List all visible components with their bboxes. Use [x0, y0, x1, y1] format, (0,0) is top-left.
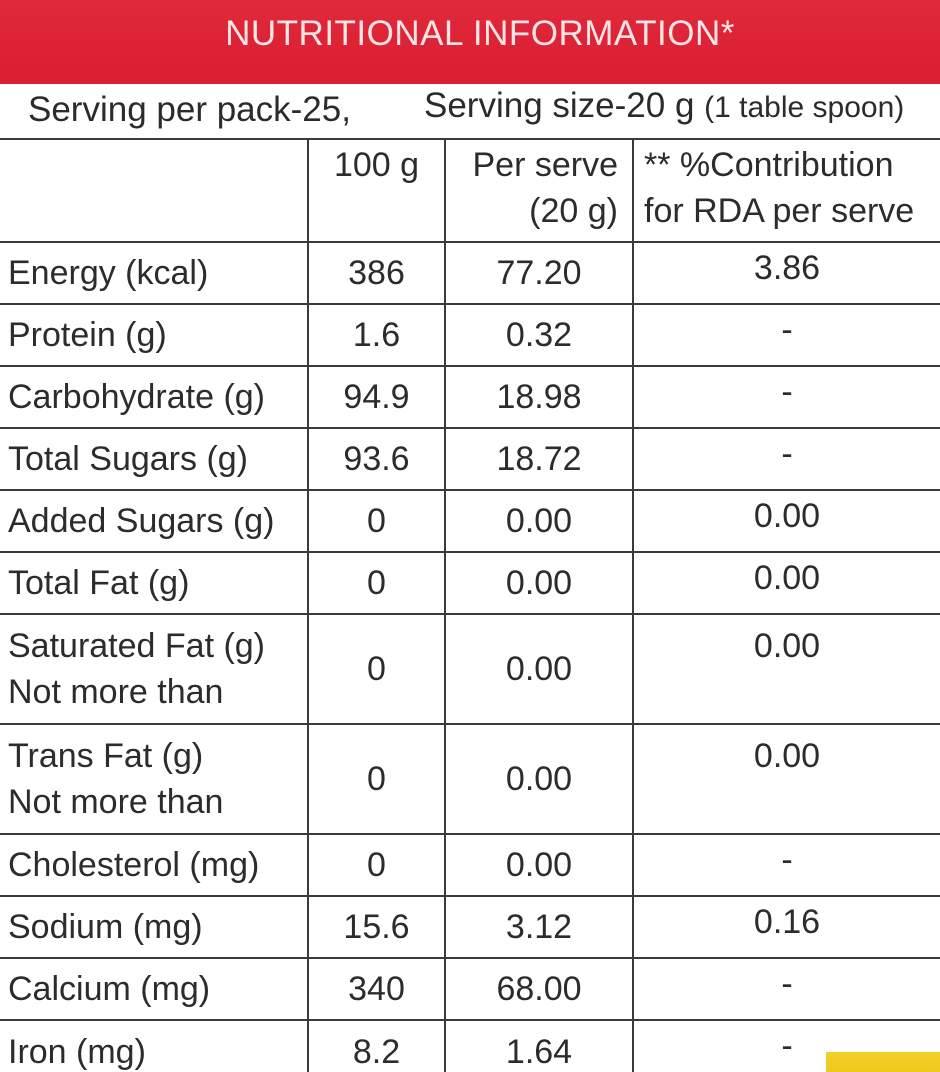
value-per-100g: 340	[308, 957, 446, 1020]
nutrient-name: Protein (g)	[0, 303, 309, 366]
table-row: Saturated Fat (g) Not more than 0 0.00 0.00	[0, 613, 940, 724]
nutrient-name-text: Protein (g)	[8, 316, 167, 354]
nutrient-name-text: Cholesterol (mg)	[8, 846, 260, 884]
table-row: Total Fat (g) 0 0.00 0.00	[0, 551, 940, 614]
value-per-100g: 0	[308, 489, 446, 552]
nutrient-name-text: Saturated Fat (g)	[8, 627, 266, 665]
value-per-100g: 8.2	[308, 1019, 446, 1072]
table-row: Calcium (mg) 340 68.00-	[0, 957, 940, 1020]
value-rda: 0.00	[633, 489, 940, 552]
header-per-serve: Per serve (20 g)	[445, 138, 634, 242]
value-rda: -	[633, 303, 940, 366]
panel-title: NUTRITIONAL INFORMATION*	[225, 14, 735, 53]
header-nutrient-col	[0, 138, 309, 242]
nutrient-name: Sodium (mg)	[0, 895, 309, 958]
nutrient-name: Carbohydrate (g)	[0, 365, 309, 428]
value-rda: -	[633, 427, 940, 490]
serving-size-value: Serving size-20 g	[424, 86, 695, 125]
header-band: NUTRITIONAL INFORMATION*	[0, 0, 940, 84]
nutrient-name-qualifier: Not more than	[8, 783, 224, 821]
header-rda-line2: for RDA per serve	[644, 192, 915, 230]
nutrient-name-text: Trans Fat (g)	[8, 737, 204, 775]
value-per-serve: 0.00	[445, 723, 634, 834]
nutrient-name: Cholesterol (mg)	[0, 833, 309, 896]
label-yellow-strip	[826, 1052, 940, 1072]
value-per-100g: 386	[308, 241, 446, 304]
value-rda: -	[633, 957, 940, 1020]
table-row: Sodium (mg) 15.6 3.12 0.16	[0, 895, 940, 958]
value-per-serve: 0.00	[445, 613, 634, 724]
value-per-serve: 0.00	[445, 551, 634, 614]
nutrient-name-text: Energy (kcal)	[8, 254, 209, 292]
table-row: Trans Fat (g) Not more than 0 0.00 0.00	[0, 723, 940, 834]
nutrient-name: Total Fat (g)	[0, 551, 309, 614]
value-per-100g: 0	[308, 723, 446, 834]
header-per-serve-line2: (20 g)	[529, 192, 618, 230]
nutrient-name: Added Sugars (g)	[0, 489, 309, 552]
nutrient-name: Iron (mg)	[0, 1019, 309, 1072]
table-row: Protein (g) 1.6 0.32-	[0, 303, 940, 366]
table-row: Cholesterol (mg) 0 0.00-	[0, 833, 940, 896]
value-per-serve: 0.32	[445, 303, 634, 366]
value-rda: 0.00	[633, 551, 940, 614]
value-rda: 0.00	[633, 613, 940, 724]
value-per-serve: 3.12	[445, 895, 634, 958]
header-per-100g: 100 g	[308, 138, 446, 242]
value-per-100g: 0	[308, 613, 446, 724]
nutrient-name: Calcium (mg)	[0, 957, 309, 1020]
nutrient-name-text: Iron (mg)	[8, 1032, 146, 1071]
value-rda: -	[633, 833, 940, 896]
nutrient-name-text: Carbohydrate (g)	[8, 378, 266, 416]
nutrient-name-text: Added Sugars (g)	[8, 502, 275, 540]
table-row: Energy (kcal) 386 77.20 3.86	[0, 241, 940, 304]
table-row: Added Sugars (g) 0 0.00 0.00	[0, 489, 940, 552]
value-per-100g: 93.6	[308, 427, 446, 490]
table-header-row: 100 g Per serve (20 g) ** %Contribution …	[0, 138, 940, 242]
value-per-100g: 1.6	[308, 303, 446, 366]
value-per-serve: 0.00	[445, 833, 634, 896]
value-rda: -	[633, 365, 940, 428]
table-row: Carbohydrate (g) 94.9 18.98-	[0, 365, 940, 428]
header-rda-line1: ** %Contribution	[644, 146, 894, 184]
nutrient-name-text: Total Sugars (g)	[8, 440, 248, 478]
value-per-serve: 77.20	[445, 241, 634, 304]
table-row: Iron (mg) 8.2 1.64-	[0, 1019, 940, 1072]
value-per-100g: 0	[308, 551, 446, 614]
nutrient-name-text: Sodium (mg)	[8, 908, 203, 946]
value-per-serve: 68.00	[445, 957, 634, 1020]
header-rda: ** %Contribution for RDA per serve	[633, 138, 940, 242]
serving-size-note: (1 table spoon)	[704, 91, 905, 124]
value-per-serve: 0.00	[445, 489, 634, 552]
nutrient-name-text: Calcium (mg)	[8, 970, 211, 1008]
value-per-100g: 94.9	[308, 365, 446, 428]
value-per-100g: 15.6	[308, 895, 446, 958]
nutrient-name-text: Total Fat (g)	[8, 564, 190, 602]
nutrient-name-qualifier: Not more than	[8, 673, 224, 711]
header-per-serve-line1: Per serve	[472, 146, 619, 184]
value-per-serve: 18.98	[445, 365, 634, 428]
value-rda: 0.00	[633, 723, 940, 834]
table-row: Total Sugars (g) 93.6 18.72-	[0, 427, 940, 490]
nutrient-name: Energy (kcal)	[0, 241, 309, 304]
nutrient-name: Total Sugars (g)	[0, 427, 309, 490]
value-per-serve: 18.72	[445, 427, 634, 490]
value-rda: 0.16	[633, 895, 940, 958]
value-per-serve: 1.64	[445, 1019, 634, 1072]
nutrition-table: 100 g Per serve (20 g) ** %Contribution …	[0, 138, 940, 1072]
servings-per-pack: Serving per pack-25,	[28, 90, 351, 129]
value-rda: 3.86	[633, 241, 940, 304]
value-per-100g: 0	[308, 833, 446, 896]
serving-info: Serving per pack-25, Serving size-20 g (…	[28, 86, 938, 138]
nutrient-name: Trans Fat (g) Not more than	[0, 723, 309, 834]
serving-size: Serving size-20 g (1 table spoon)	[424, 86, 904, 126]
nutrient-name: Saturated Fat (g) Not more than	[0, 613, 309, 724]
